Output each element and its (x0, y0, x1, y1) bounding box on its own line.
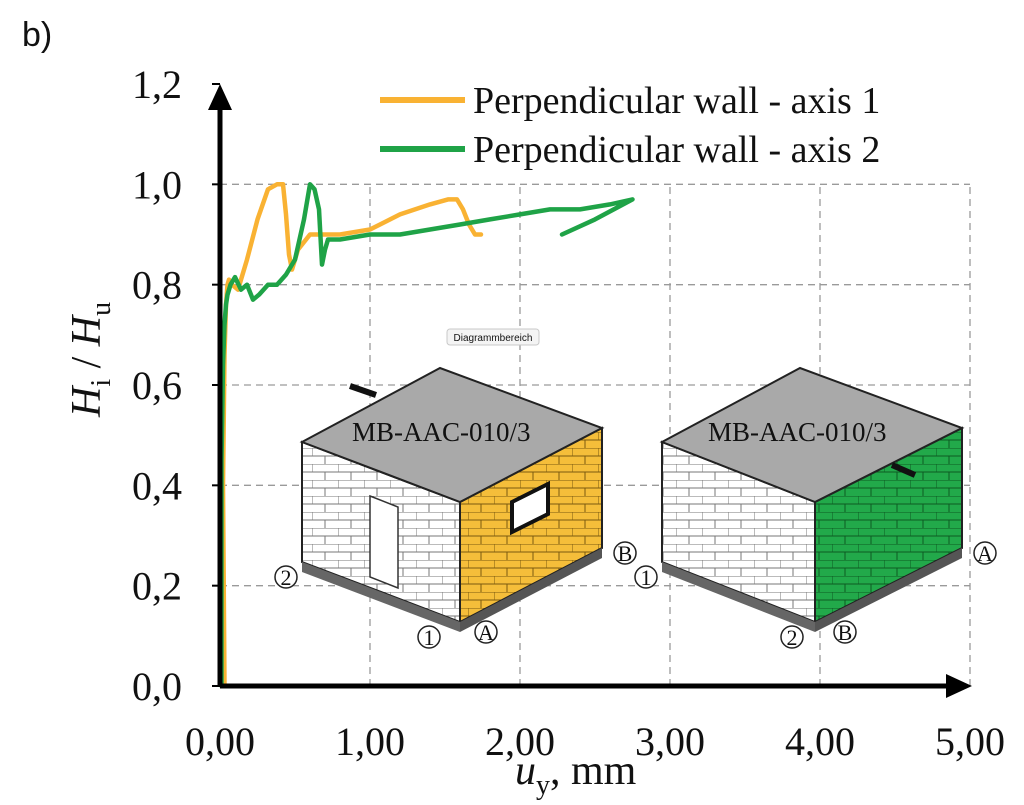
svg-text:B: B (838, 620, 853, 645)
y-tick-label: 1,2 (132, 62, 182, 107)
svg-text:1: 1 (641, 565, 652, 590)
svg-text:1: 1 (424, 625, 435, 650)
legend-label-axis-1: Perpendicular wall - axis 1 (473, 80, 880, 122)
svg-text:2: 2 (787, 625, 798, 650)
x-tick-label: 0,00 (185, 719, 255, 764)
axis-marker-b: B (833, 620, 857, 645)
series-line-axis-2 (219, 182, 635, 689)
inset-building-axis-2: MB-AAC-010/3 1 2 B A (634, 366, 997, 650)
series-layer (219, 182, 635, 689)
inset-building-axis-1: MB-AAC-010/3 2 1 A B (274, 366, 637, 650)
legend-label-axis-2: Perpendicular wall - axis 2 (473, 129, 880, 171)
legend-item-axis-2: Perpendicular wall - axis 2 (380, 129, 880, 171)
svg-text:B: B (618, 541, 633, 566)
series-line-axis-1 (220, 182, 484, 689)
axis-marker-b: B (613, 541, 637, 566)
chart-area-tooltip: Diagrammbereich (446, 328, 540, 346)
axis-marker-a: A (973, 541, 997, 566)
legend: Perpendicular wall - axis 1 Perpendicula… (380, 80, 880, 171)
x-tick-label: 2,00 (485, 719, 555, 764)
x-tick-label: 4,00 (785, 719, 855, 764)
axis-marker-1: 1 (417, 625, 441, 650)
x-tick-label: 3,00 (635, 719, 705, 764)
x-tick-label: 1,00 (335, 719, 405, 764)
y-tick-label: 0,6 (132, 363, 182, 408)
y-tick-labels: 0,0 0,2 0,4 0,6 0,8 1,0 1,2 (132, 62, 220, 709)
y-tick-label: 0,0 (132, 664, 182, 709)
axis-marker-2: 2 (274, 565, 298, 590)
svg-text:2: 2 (281, 565, 292, 590)
y-tick-label: 1,0 (132, 162, 182, 207)
y-tick-label: 0,8 (132, 263, 182, 308)
y-axis (208, 84, 232, 686)
x-tick-labels: 0,00 1,00 2,00 3,00 4,00 5,00 (185, 719, 1005, 764)
y-tick-label: 0,4 (132, 463, 182, 508)
x-axis-label: uy, mm (515, 748, 637, 801)
axis-marker-2: 2 (780, 625, 804, 650)
legend-item-axis-1: Perpendicular wall - axis 1 (380, 80, 880, 122)
x-tick-label: 5,00 (935, 719, 1005, 764)
y-axis-label: Hi / Hu (64, 302, 117, 418)
inset-label-axis-2: MB-AAC-010/3 (708, 417, 887, 447)
panel-label: b) (22, 16, 52, 54)
svg-text:Diagrammbereich: Diagrammbereich (454, 333, 533, 344)
x-axis (220, 674, 972, 698)
svg-text:A: A (478, 620, 494, 645)
axis-marker-1: 1 (634, 565, 658, 590)
y-tick-label: 0,2 (132, 564, 182, 609)
axis-marker-a: A (474, 620, 498, 645)
svg-text:A: A (977, 541, 993, 566)
inset-label-axis-1: MB-AAC-010/3 (352, 417, 531, 447)
